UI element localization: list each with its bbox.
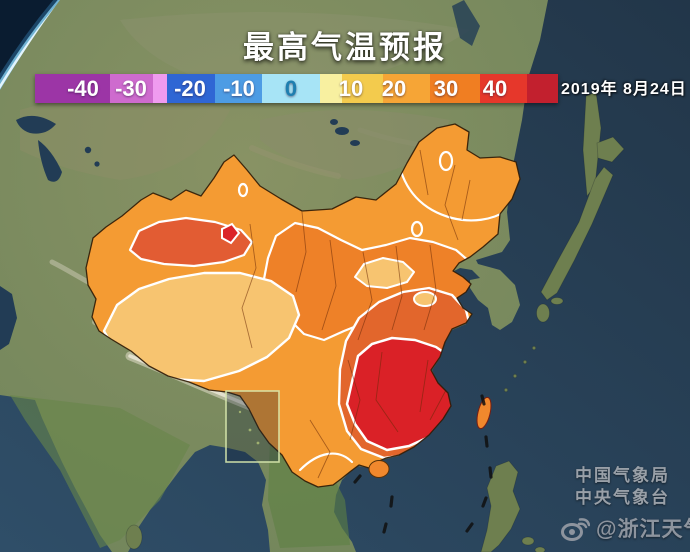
ryukyu-islet-3 [522,359,528,365]
isotherm-contours [237,150,508,472]
taiwan-island [476,396,492,430]
luzon-island [480,460,521,552]
page-title: 最高气温预报 [243,30,447,65]
colorbar-segment [342,74,383,103]
credit-line-nmc: 中央气象台 [575,488,670,507]
credit-line-cma: 中国气象局 [575,466,670,485]
weibo-icon [560,515,590,542]
kyushu-island [536,303,550,323]
colorbar-segment [35,74,110,103]
altai-ridge [249,145,341,179]
china-national-border [85,123,521,488]
terrain-siberia [120,12,470,90]
colorbar-label: -40 [67,76,99,101]
colorbar-segment [480,74,527,103]
hainan-island [368,460,390,478]
province-borders [241,149,471,479]
temperature-colorbar: -40 -30 -20 -10 0 10 20 30 40 [35,74,558,103]
hokkaido-island [596,136,625,163]
sri-lanka-island [125,524,143,550]
colorbar-label: 40 [482,76,508,101]
temp-zone-pale-patch [354,257,415,289]
colorbar-segment [320,74,342,103]
colorbar-label: -10 [223,76,255,101]
colorbar-label: 20 [381,76,407,101]
temp-zone-turpan-red [221,222,241,245]
inset-islets [238,410,260,445]
colorbar-label: 10 [338,76,364,101]
colorbar-segment [153,74,167,103]
watermark-handle: @浙江天气 [596,518,690,541]
temp-zone-pale-spot [413,291,437,307]
weibo-watermark: @浙江天气 [560,513,690,543]
lakes [0,0,480,350]
nine-dash-line [353,394,493,534]
colorbar-segment [383,74,430,103]
south-china-sea-inset-box [225,390,280,463]
terrain-south-asia [10,395,190,548]
colorbar-segment [167,74,215,103]
colorbar-segment [262,74,320,103]
forecast-date: 2019年 8月24日 [561,81,687,98]
terrain-central-asia [20,95,230,180]
colorbar-segment [215,74,262,103]
islands [125,91,625,552]
colorbar-label: 0 [284,76,298,101]
ryukyu-islet-2 [512,373,518,379]
colorbar-label: 30 [433,76,459,101]
philippine-island-2 [534,546,546,552]
philippine-island [521,536,535,546]
space-corner [0,0,58,84]
colorbar-label: -20 [174,76,206,101]
honshu-island [540,166,614,301]
shikoku-island [550,297,564,305]
colorbar-segment [527,74,558,103]
ryukyu-islet-4 [531,345,537,351]
ryukyu-islet [503,387,509,393]
colorbar-segment [110,74,153,103]
colorbar-label: -30 [115,76,147,101]
colorbar-segment [430,74,480,103]
agency-credits: 中国气象局 中央气象台 [575,465,670,509]
